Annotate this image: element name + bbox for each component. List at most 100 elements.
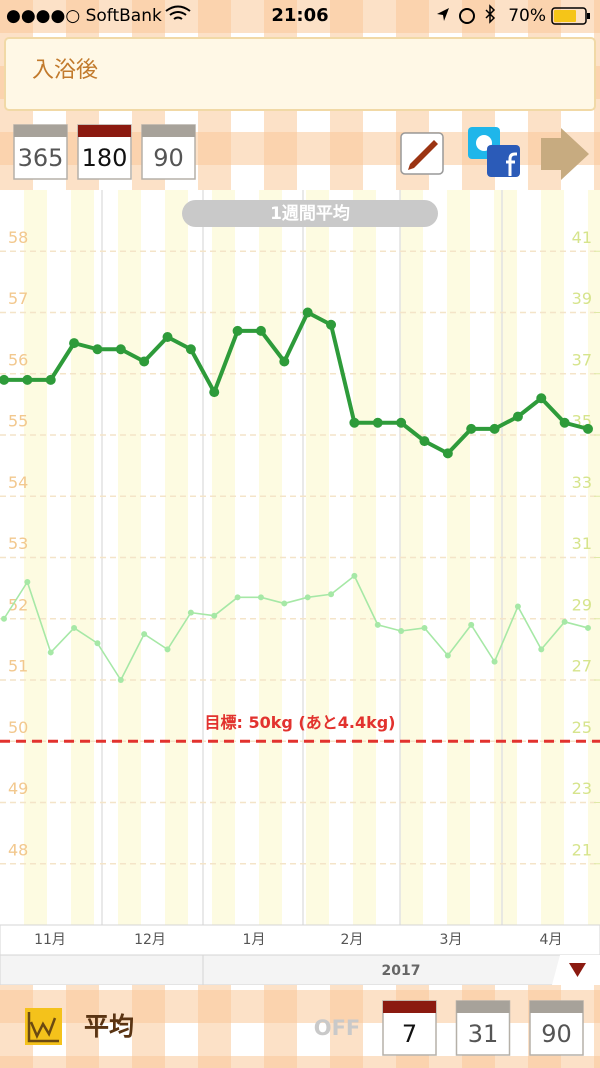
y-tick-label: 55 [8, 412, 28, 431]
battery-outline [551, 7, 587, 25]
y-tick-label: 54 [8, 473, 28, 492]
data-point [47, 649, 54, 656]
button-top [530, 1001, 583, 1013]
carrier: ●●●●○ SoftBank [6, 6, 162, 26]
calendar-button[interactable]: 7 [382, 1000, 437, 1056]
button-top [78, 125, 131, 137]
data-point [491, 658, 498, 665]
off-toggle[interactable]: OFF [314, 1016, 361, 1040]
edit-button[interactable] [400, 132, 444, 175]
data-point [141, 631, 148, 638]
y2-tick-label: 21 [572, 840, 592, 859]
data-point [1, 615, 7, 622]
data-point [583, 423, 593, 434]
data-point [281, 600, 288, 607]
data-point [396, 417, 407, 428]
data-point [0, 374, 9, 385]
y2-tick-label: 41 [572, 228, 592, 247]
data-point [326, 319, 337, 330]
data-point [234, 594, 241, 601]
data-point [257, 594, 264, 601]
data-point [561, 618, 568, 625]
data-point [419, 436, 430, 447]
battery-tip [587, 13, 590, 19]
data-point [489, 423, 500, 434]
data-point [398, 628, 405, 634]
data-point [349, 417, 360, 428]
data-point [372, 417, 383, 428]
bluetooth-icon [485, 4, 496, 24]
data-point [444, 652, 451, 659]
data-point [328, 591, 335, 598]
calendar-button[interactable]: 365 [13, 124, 68, 180]
data-point [585, 624, 591, 631]
y-tick-label: 50 [8, 718, 28, 737]
data-point [45, 374, 56, 385]
y2-tick-label: 27 [572, 657, 592, 676]
y2-tick-label: 33 [572, 473, 592, 492]
calendar-button[interactable]: 31 [455, 1000, 511, 1056]
window-buttons: 7 31 90 [382, 1000, 584, 1056]
note-box[interactable] [4, 37, 596, 111]
month-label: 4月 [540, 932, 563, 948]
data-point [468, 621, 475, 628]
button-top [142, 125, 195, 137]
data-point [115, 344, 126, 355]
y2-tick-label: 37 [572, 350, 592, 369]
data-point [92, 344, 103, 355]
data-point [514, 603, 521, 610]
collapse-button[interactable] [569, 963, 586, 977]
year-band [0, 954, 600, 986]
data-point [374, 621, 381, 628]
battery-level [554, 10, 576, 22]
data-point [302, 307, 313, 318]
button-label: 31 [468, 1020, 499, 1048]
y-tick-label: 51 [8, 657, 28, 676]
button-top [456, 1001, 510, 1013]
data-point [466, 423, 477, 434]
data-point [211, 612, 218, 619]
year-label: 2017 [382, 963, 421, 979]
average-icon[interactable] [25, 1008, 62, 1045]
data-point [209, 387, 220, 398]
month-label: 11月 [34, 932, 66, 948]
data-point [162, 332, 173, 342]
x-axis-band [0, 924, 600, 956]
button-top [14, 125, 67, 137]
next-button[interactable] [541, 128, 589, 180]
period-buttons: 365 180 90 [13, 124, 196, 180]
calendar-button[interactable]: 180 [77, 124, 132, 180]
alarm-icon [459, 8, 475, 24]
pencil-icon [408, 140, 438, 170]
average-icon-glyph [27, 1012, 59, 1043]
data-point [94, 640, 101, 647]
share-button[interactable] [468, 127, 520, 177]
data-point [139, 356, 150, 367]
month-label: 2月 [341, 932, 364, 948]
y2-tick-label: 23 [572, 779, 592, 798]
data-point [69, 338, 80, 349]
data-point [421, 624, 428, 631]
y2-tick-label: 25 [572, 718, 592, 737]
facebook-icon [487, 145, 520, 177]
data-point [351, 572, 358, 579]
data-point [185, 344, 196, 355]
button-label: 180 [82, 144, 128, 172]
y-tick-label: 57 [8, 289, 28, 308]
data-point [442, 448, 453, 459]
calendar-button[interactable]: 90 [529, 1000, 584, 1056]
month-label: 12月 [134, 932, 166, 948]
facebook-glyph [506, 152, 517, 176]
data-point [538, 646, 545, 653]
calendar-button[interactable]: 90 [141, 124, 196, 180]
data-point [255, 325, 266, 336]
goal-label: 目標: 50kg (あと4.4kg) [205, 713, 396, 732]
location-icon [437, 8, 449, 21]
data-point [536, 393, 547, 404]
data-point [71, 624, 78, 631]
button-label: 90 [541, 1020, 572, 1048]
clock: 21:06 [271, 5, 328, 26]
y-tick-label: 49 [8, 779, 28, 798]
data-point [187, 609, 194, 616]
